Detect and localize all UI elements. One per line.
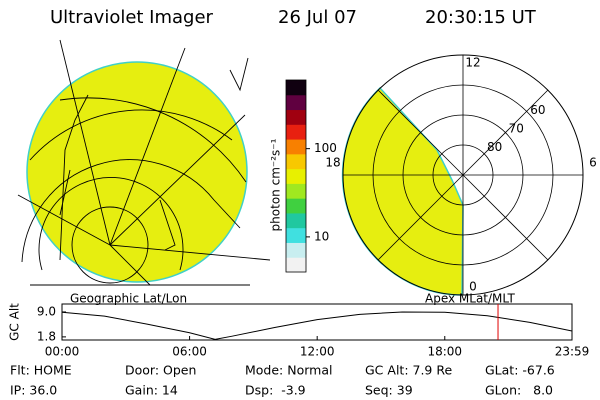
- colorbar-tick-label: 100: [314, 141, 337, 155]
- instrument: Ultraviolet Imager: [50, 7, 214, 28]
- colorbar-swatch: [286, 242, 306, 258]
- polar-ring-label: 70: [509, 122, 524, 136]
- info-panel: Flt: HOME Door: Open Mode: Normal GC Alt: 7…: [10, 363, 555, 398]
- info-field: Gain: 14: [125, 383, 178, 398]
- polar-ring-label: 60: [530, 103, 545, 117]
- info-field: Door: Open: [125, 363, 196, 378]
- info-field: Seq: 39: [365, 383, 413, 398]
- polar-ring-label: 80: [487, 140, 502, 154]
- colorbar-swatch: [286, 124, 306, 140]
- globe-disk: [26, 61, 248, 283]
- polar-plot: 60 70 80 0 6 12 18: [325, 54, 597, 296]
- info-field: GLat: -67.6: [485, 363, 555, 378]
- x-tick-label: 12:00: [300, 345, 335, 359]
- info-field: GLon: 8.0: [485, 383, 553, 398]
- colorbar-swatch: [286, 257, 306, 273]
- polar-label: Apex MLat/MLT: [425, 292, 515, 306]
- polar-mlt-label: 0: [469, 280, 477, 294]
- colorbar-swatch: [286, 109, 306, 125]
- polar-image: [341, 86, 464, 296]
- x-tick-label: 00:00: [45, 345, 80, 359]
- colorbar-swatch: [286, 183, 306, 199]
- colorbar-tick-label: 10: [314, 229, 329, 243]
- polar-mlt-label: 6: [589, 156, 597, 170]
- time: 20:30:15 UT: [425, 7, 537, 28]
- info-field: IP: 36.0: [10, 383, 57, 398]
- info-field: Mode: Normal: [245, 363, 332, 378]
- colorbar-swatch: [286, 168, 306, 184]
- globe-image: [17, 39, 271, 286]
- polar-mlt-label: 18: [325, 156, 340, 170]
- colorbar-swatch: [286, 80, 306, 96]
- y-axis-label: GC Alt: [8, 303, 22, 341]
- info-field: Flt: HOME: [10, 363, 72, 378]
- info-field: GC Alt: 7.9 Re: [365, 363, 452, 378]
- x-tick-label: 06:00: [172, 345, 207, 359]
- colorbar-swatch: [286, 227, 306, 243]
- y-tick-label: 9.0: [37, 304, 56, 318]
- globe-label: Geographic Lat/Lon: [70, 292, 187, 306]
- colorbar-swatch: [286, 139, 306, 155]
- colorbar: 10 100: [285, 79, 337, 273]
- colorbar-swatch: [286, 212, 306, 229]
- colorbar-label: photon cm⁻²s⁻¹: [269, 138, 283, 231]
- colorbar-swatch: [286, 153, 306, 170]
- altitude-panel: 9.0 1.8 00:00 06:00 12:00 18:00 23:59: [37, 303, 590, 359]
- colorbar-swatch: [286, 198, 306, 214]
- polar-ring: [372, 84, 554, 266]
- polar-mlt-label: 12: [465, 56, 480, 70]
- colorbar-frame: [285, 79, 307, 273]
- date: 26 Jul 07: [278, 7, 357, 28]
- x-tick-label: 23:59: [555, 345, 590, 359]
- colorbar-swatch: [286, 94, 306, 111]
- altitude-line: [61, 311, 573, 340]
- polar-ring: [432, 144, 494, 206]
- y-tick-label: 1.8: [37, 329, 56, 343]
- info-field: Dsp: -3.9: [245, 383, 306, 398]
- globe-grid: [17, 39, 271, 286]
- x-tick-label: 18:00: [427, 345, 462, 359]
- polar-ring: [402, 114, 524, 236]
